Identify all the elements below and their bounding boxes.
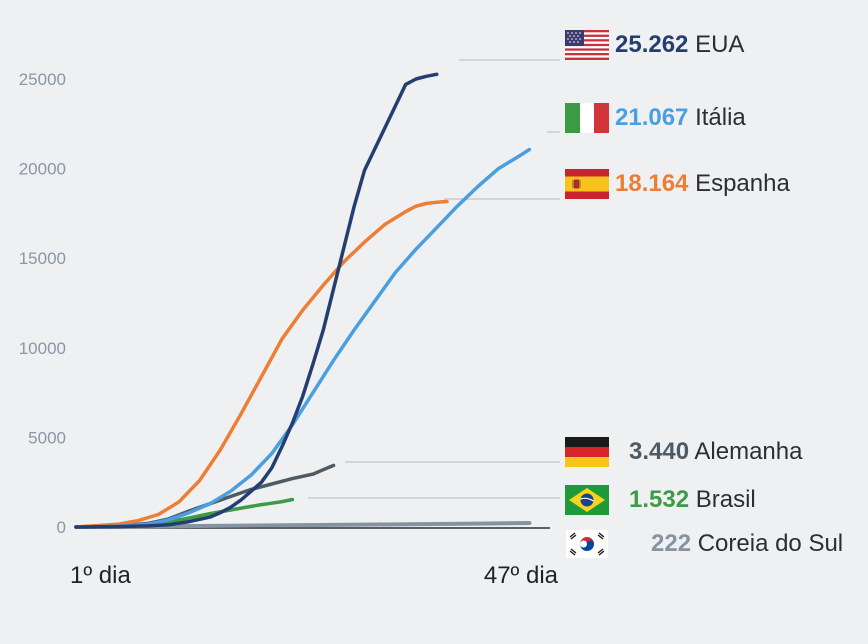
legend-value-germany: 3.440	[629, 438, 690, 465]
brazil-flag-icon	[565, 485, 609, 515]
legend-value-korea: 222	[651, 530, 692, 557]
legend-entry-brazil: 1.532 Brasil	[565, 483, 756, 517]
us-flag-icon	[565, 30, 609, 60]
y-tick-label: 5000	[28, 428, 66, 447]
legend-label-germany: Alemanha	[694, 438, 803, 465]
legend-value-spain: 18.164	[615, 170, 689, 197]
legend-entry-usa: 25.262 EUA	[565, 28, 744, 62]
series-line-usa	[74, 72, 439, 529]
y-tick-label: 15000	[19, 249, 66, 268]
y-tick-label: 20000	[19, 160, 66, 179]
germany-flag-icon	[565, 437, 609, 467]
south-korea-flag-icon	[565, 529, 609, 559]
legend-label-brazil: Brasil	[695, 486, 756, 513]
series-line-italy	[74, 147, 532, 529]
legend-value-usa: 25.262	[615, 31, 689, 58]
y-tick-label: 0	[57, 518, 66, 537]
legend-entry-korea: 222 Coreia do Sul	[565, 527, 843, 561]
legend-entry-spain: 18.164 Espanha	[565, 167, 790, 201]
y-tick-label: 10000	[19, 339, 66, 358]
legend-value-brazil: 1.532	[629, 486, 690, 513]
legend-label-spain: Espanha	[695, 170, 790, 197]
spain-flag-icon	[565, 169, 609, 199]
legend-label-italy: Itália	[695, 104, 746, 131]
x-tick-label-end: 47º dia	[484, 562, 559, 589]
legend-label-usa: EUA	[695, 31, 745, 58]
y-tick-label: 25000	[19, 70, 66, 89]
italy-flag-icon	[565, 103, 609, 133]
x-tick-label-start: 1º dia	[70, 562, 131, 589]
legend-label-korea: Coreia do Sul	[697, 530, 844, 557]
series-line-spain	[74, 199, 449, 529]
legend-entry-germany: 3.440 Alemanha	[565, 435, 802, 469]
legend-value-italy: 21.067	[615, 104, 689, 131]
legend-entry-italy: 21.067 Itália	[565, 101, 746, 135]
